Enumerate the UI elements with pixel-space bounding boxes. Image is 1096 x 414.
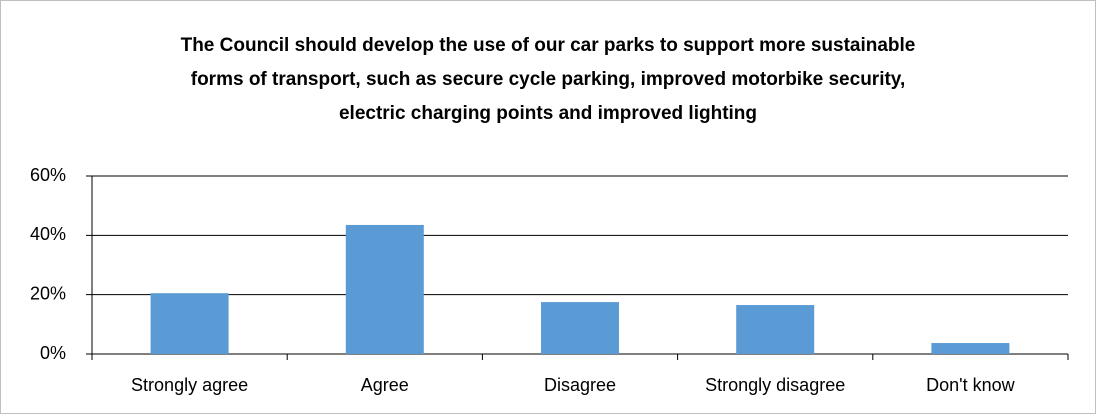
- y-tick-label: 0%: [40, 343, 66, 363]
- chart-title: electric charging points and improved li…: [339, 103, 757, 124]
- x-tick-label: Strongly disagree: [705, 375, 845, 395]
- bar: [736, 305, 815, 354]
- y-tick-label: 20%: [30, 283, 66, 303]
- x-tick-label: Disagree: [544, 375, 616, 395]
- chart-title: forms of transport, such as secure cycle…: [191, 69, 906, 90]
- chart-title: The Council should develop the use of ou…: [181, 35, 916, 56]
- bar: [541, 302, 619, 354]
- x-tick-label: Agree: [361, 375, 409, 395]
- x-tick-label: Strongly agree: [131, 375, 248, 395]
- bar: [931, 343, 1010, 354]
- bar: [345, 224, 424, 354]
- bar: [150, 293, 229, 354]
- x-tick-label: Don't know: [926, 375, 1015, 395]
- y-tick-label: 40%: [30, 224, 66, 244]
- y-tick-label: 60%: [30, 165, 66, 185]
